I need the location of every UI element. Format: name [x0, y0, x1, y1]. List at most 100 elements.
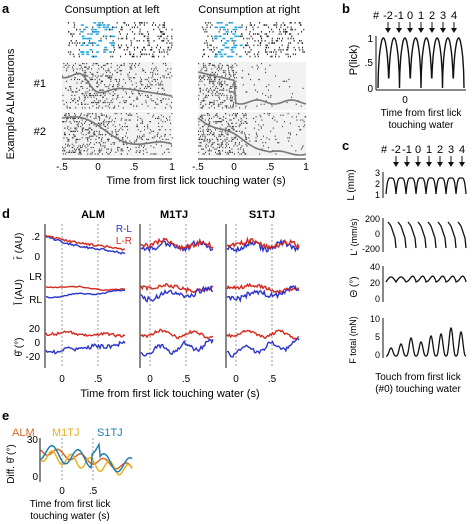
spike	[146, 96, 148, 98]
spike	[67, 138, 69, 141]
lick-tick	[89, 40, 91, 42]
spike	[102, 96, 104, 98]
spike	[198, 151, 200, 153]
spike	[122, 107, 124, 109]
spike	[99, 117, 101, 120]
lick-tick	[247, 44, 249, 47]
lick-tick	[261, 40, 263, 42]
spike	[73, 117, 75, 120]
spike	[101, 66, 103, 68]
spike	[95, 125, 97, 128]
spike	[135, 98, 137, 100]
panel-a-xticks: -.5 0 .5 1 -.5 0 .5 1	[56, 162, 309, 173]
spike	[93, 150, 95, 152]
spike	[240, 132, 242, 134]
lick-tick	[167, 35, 169, 38]
spike	[289, 132, 291, 134]
lick-tick	[104, 28, 108, 31]
spike	[232, 129, 234, 131]
spike	[244, 134, 246, 136]
spike	[232, 107, 234, 109]
spike	[158, 84, 160, 86]
spike	[167, 119, 169, 121]
lick-tick	[167, 53, 169, 56]
lick-tick	[71, 35, 73, 38]
lick-tick	[128, 24, 130, 26]
spike	[270, 96, 272, 98]
spike	[225, 73, 227, 75]
spike	[261, 63, 263, 65]
spike	[95, 114, 97, 116]
spike	[157, 117, 159, 120]
trace-lr	[45, 285, 126, 292]
arrow-head	[440, 28, 446, 33]
lick-tick	[250, 49, 252, 51]
spike	[111, 101, 113, 104]
spike	[108, 138, 110, 141]
spike	[70, 98, 72, 100]
spike	[106, 98, 108, 100]
trace-lr	[45, 330, 126, 338]
lick-raster-right-marks	[202, 22, 305, 58]
spike	[147, 125, 149, 128]
spike	[102, 101, 104, 104]
spike	[199, 89, 201, 91]
spike	[235, 122, 237, 124]
spike	[295, 150, 297, 152]
spike	[110, 66, 112, 68]
spike	[262, 135, 264, 137]
spike	[138, 64, 140, 66]
spike	[211, 138, 213, 141]
spike	[231, 96, 233, 98]
lick-tick	[117, 44, 119, 47]
spike	[87, 140, 89, 142]
lick-raster-left-marks	[68, 22, 173, 58]
spike	[121, 64, 123, 66]
lick-tick	[146, 37, 148, 40]
lick-tick	[233, 46, 237, 49]
spike	[245, 117, 247, 120]
spike	[260, 116, 262, 118]
spike	[226, 134, 228, 136]
lick-tick	[142, 33, 144, 35]
spike	[119, 140, 121, 142]
arrow-head	[429, 28, 435, 33]
spike	[108, 75, 110, 77]
lick-number: #	[381, 144, 388, 156]
spike	[96, 86, 98, 88]
spike	[111, 119, 113, 121]
spike	[227, 134, 229, 136]
spike	[140, 122, 142, 124]
spike	[214, 64, 216, 66]
lick-tick	[254, 40, 256, 42]
lick-tick	[231, 46, 235, 49]
spike	[116, 98, 118, 100]
spike	[62, 153, 64, 155]
lick-tick	[80, 51, 84, 53]
spike	[67, 140, 69, 142]
spike	[144, 78, 146, 81]
lick-tick	[143, 24, 145, 26]
spike	[138, 145, 140, 147]
lick-tick	[290, 55, 292, 58]
lick-tick	[211, 24, 213, 26]
lick-tick	[213, 46, 215, 49]
spike	[122, 150, 124, 152]
spike	[70, 130, 72, 132]
spike	[229, 75, 231, 77]
lick-tick	[171, 37, 173, 40]
spike	[74, 78, 76, 81]
spike	[258, 129, 260, 131]
spike	[198, 130, 200, 132]
lick-tick	[155, 24, 157, 26]
spike	[122, 129, 124, 131]
spike	[95, 117, 97, 120]
spike	[70, 122, 72, 124]
lick-tick	[276, 24, 278, 26]
spike	[259, 153, 261, 155]
spike	[284, 80, 286, 82]
spike	[90, 93, 92, 95]
lick-tick	[163, 51, 165, 53]
spike	[109, 71, 111, 74]
spike	[231, 98, 233, 100]
